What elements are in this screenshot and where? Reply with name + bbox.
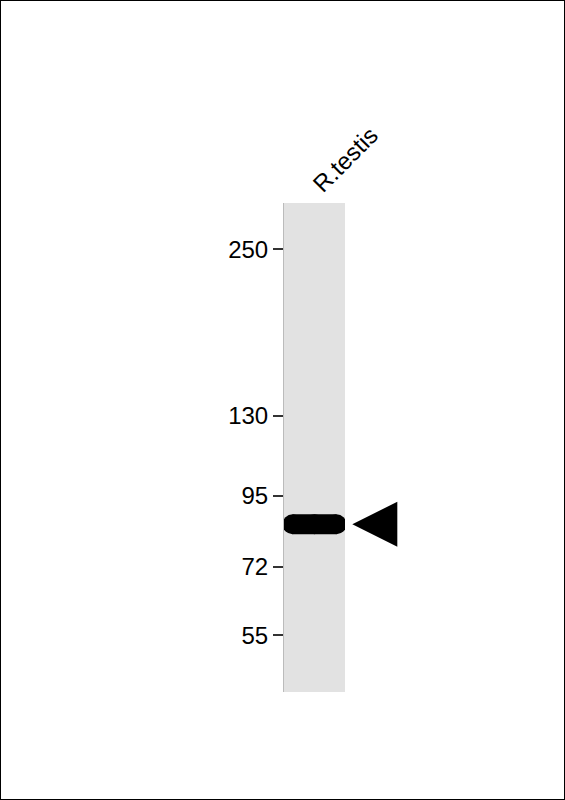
svg-text:R.testis: R.testis — [307, 122, 383, 198]
svg-text:55: 55 — [241, 622, 268, 649]
svg-text:250: 250 — [228, 236, 268, 263]
svg-text:130: 130 — [228, 402, 268, 429]
svg-text:95: 95 — [241, 482, 268, 509]
svg-text:72: 72 — [241, 553, 268, 580]
